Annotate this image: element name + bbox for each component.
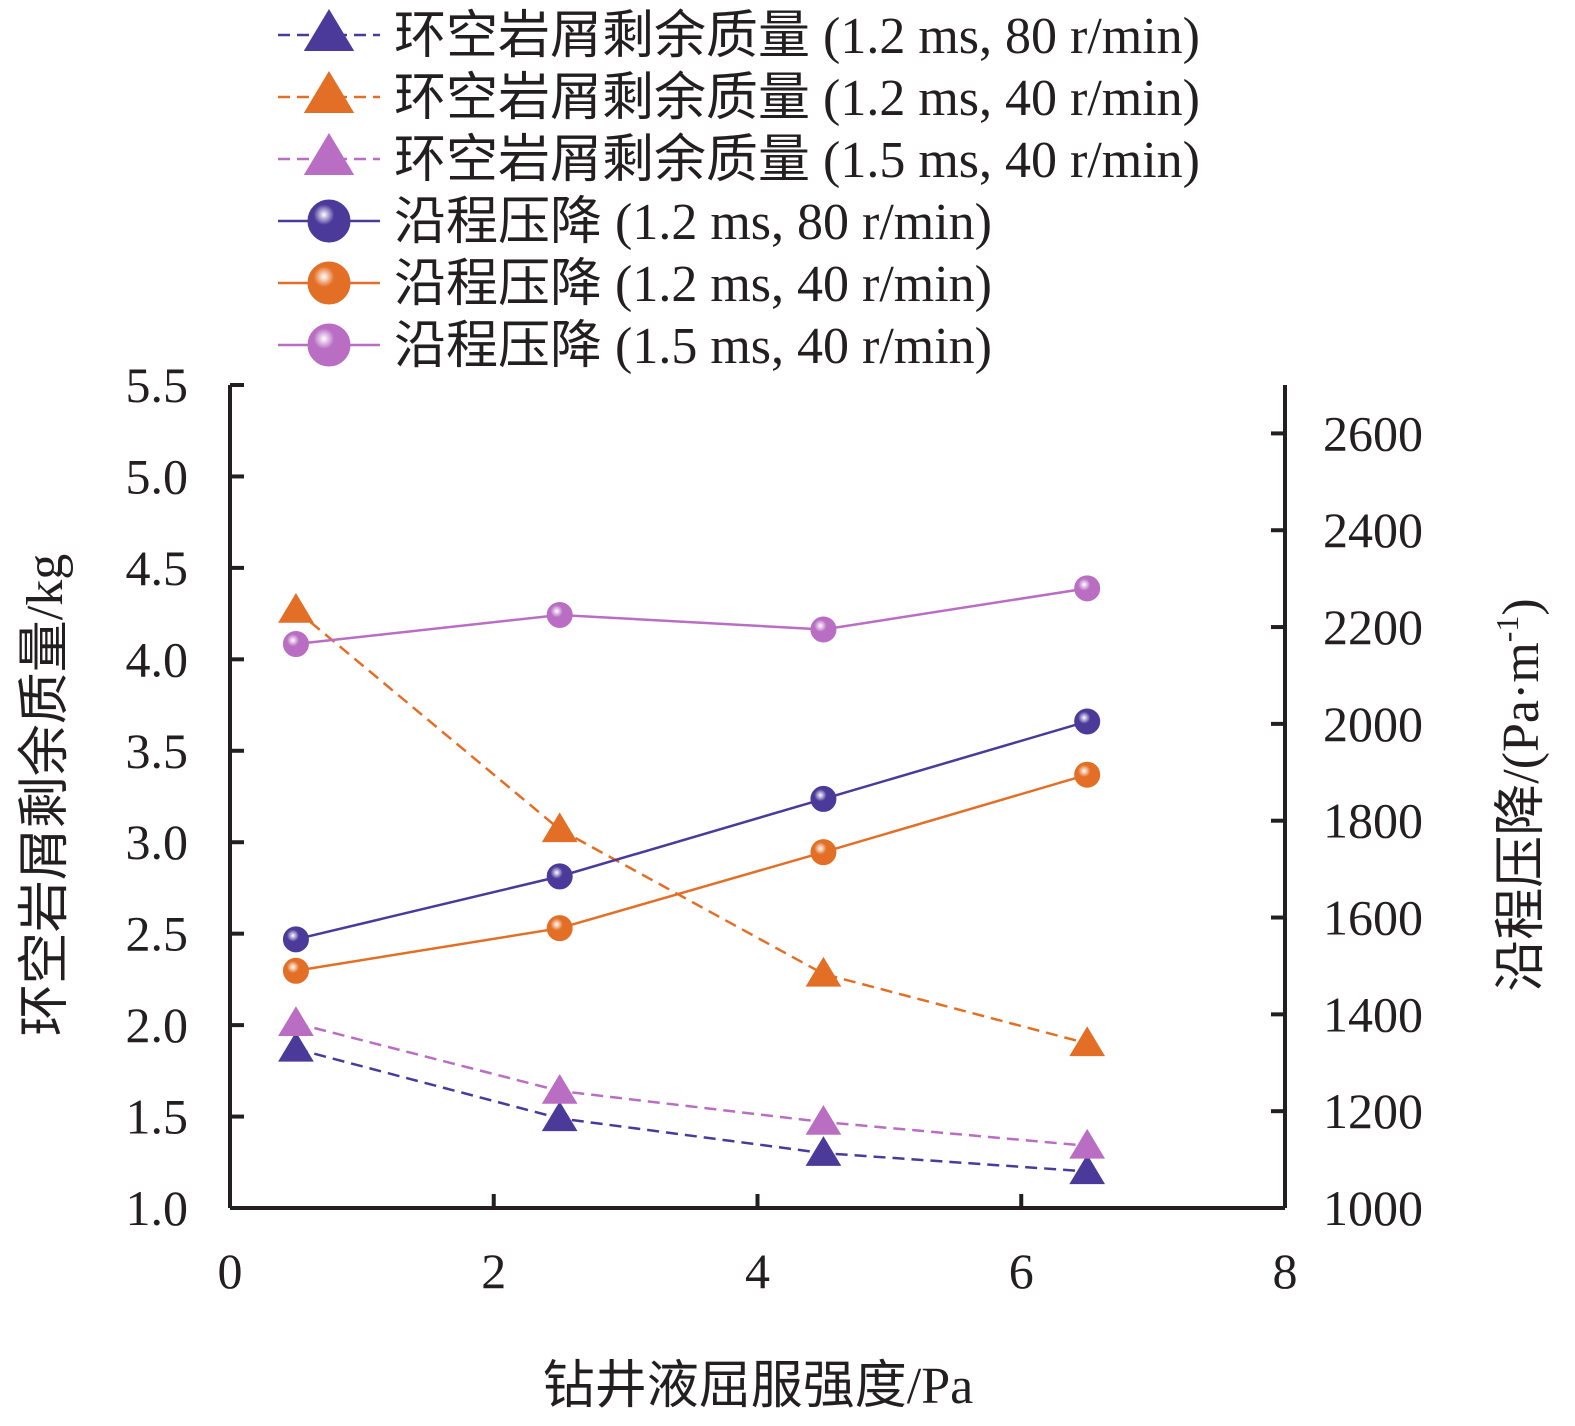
data-point-circle	[282, 957, 309, 984]
legend-label: 环空岩屑剩余质量 (1.2 ms, 80 r/min)	[394, 8, 1200, 65]
data-point-triangle	[1069, 1026, 1106, 1057]
data-point-triangle	[278, 1031, 314, 1062]
data-point-triangle	[541, 1101, 578, 1132]
y-left-tick-label: 1.5	[126, 1089, 189, 1145]
series-2	[278, 592, 1106, 1057]
data-point-circle	[282, 926, 309, 953]
data-point-triangle	[541, 812, 578, 843]
legend-marker-triangle	[303, 133, 355, 175]
series-line	[295, 587, 1088, 646]
series-line	[295, 773, 1088, 973]
legend-marker-triangle	[303, 71, 355, 113]
y-right-tick-label: 1000	[1323, 1180, 1423, 1236]
legend-label: 环空岩屑剩余质量 (1.2 ms, 40 r/min)	[394, 70, 1200, 127]
y-right-tick-label: 2600	[1323, 405, 1423, 461]
legend-item-6: 沿程压降 (1.5 ms, 40 r/min)	[278, 318, 992, 375]
data-point-circle	[1074, 761, 1101, 788]
y-right-tick-label: 1800	[1323, 793, 1423, 849]
legend-item-1: 环空岩屑剩余质量 (1.2 ms, 80 r/min)	[278, 8, 1200, 65]
legend-label: 环空岩屑剩余质量 (1.5 ms, 40 r/min)	[394, 132, 1200, 189]
y-axis-right-title-main: 沿程压降/(Pa·m	[1493, 642, 1550, 992]
data-point-triangle	[1069, 1128, 1106, 1159]
legend-item-3: 环空岩屑剩余质量 (1.5 ms, 40 r/min)	[278, 132, 1200, 189]
legend: 环空岩屑剩余质量 (1.2 ms, 80 r/min)环空岩屑剩余质量 (1.2…	[278, 8, 1200, 375]
data-point-circle	[810, 839, 837, 866]
data-point-triangle	[541, 1073, 578, 1104]
series-3	[278, 1006, 1106, 1159]
data-point-triangle	[278, 1006, 314, 1037]
legend-item-2: 环空岩屑剩余质量 (1.2 ms, 40 r/min)	[278, 70, 1200, 127]
legend-marker-circle	[307, 323, 351, 367]
legend-item-4: 沿程压降 (1.2 ms, 80 r/min)	[278, 194, 992, 251]
series-line	[295, 608, 1088, 1045]
y-right-tick-label: 1400	[1323, 986, 1423, 1042]
y-axis-left-title: 环空岩屑剩余质量/kg	[17, 554, 74, 1036]
series-5	[282, 761, 1101, 984]
y-axis-right-title-sup: -1	[1489, 616, 1525, 643]
y-left-tick-label: 5.0	[126, 448, 189, 504]
plot-area	[278, 575, 1106, 1185]
data-point-circle	[810, 785, 837, 812]
series-4	[282, 708, 1101, 953]
y-axis-right-title: 沿程压降/(Pa·m-1)	[1489, 598, 1550, 992]
legend-label: 沿程压降 (1.5 ms, 40 r/min)	[394, 318, 992, 375]
data-point-triangle	[805, 1105, 842, 1135]
data-point-circle	[546, 601, 573, 628]
x-tick-label: 4	[745, 1243, 770, 1299]
legend-marker-circle	[307, 199, 351, 243]
data-point-triangle	[1069, 1154, 1106, 1185]
legend-label: 沿程压降 (1.2 ms, 40 r/min)	[394, 256, 992, 313]
x-tick-label: 8	[1273, 1243, 1298, 1299]
y-right-tick-label: 1600	[1323, 890, 1423, 946]
data-point-triangle	[805, 1136, 842, 1166]
y-left-tick-label: 2.0	[126, 997, 189, 1053]
data-point-circle	[1074, 708, 1101, 735]
data-point-circle	[546, 863, 573, 890]
y-left-tick-label: 5.5	[126, 357, 189, 413]
x-axis-title: 钻井液屈服强度/Pa	[543, 1358, 973, 1415]
data-point-circle	[1074, 575, 1101, 602]
y-right-tick-label: 2200	[1323, 599, 1423, 655]
y-left-tick-label: 4.5	[126, 540, 189, 596]
x-tick-label: 0	[218, 1243, 243, 1299]
data-point-circle	[546, 915, 573, 942]
legend-item-5: 沿程压降 (1.2 ms, 40 r/min)	[278, 256, 992, 313]
series-line	[295, 1047, 1088, 1173]
y-right-tick-label: 1200	[1323, 1083, 1423, 1139]
y-left-tick-label: 4.0	[126, 631, 189, 687]
data-point-circle	[810, 616, 837, 643]
axes: 0 2 4 6 8 1.0 1.5 2.0 2.5 3.0 3.5 4.0 4.5 5.0 5.5 1000 1…	[126, 357, 1424, 1299]
y-left-tick-label: 3.0	[126, 814, 189, 870]
y-right-tick-label: 2000	[1323, 696, 1423, 752]
series-line	[295, 1022, 1088, 1148]
y-axis-right-title-close: )	[1493, 598, 1550, 615]
series-line	[295, 720, 1088, 941]
data-point-circle	[282, 631, 309, 658]
y-left-tick-label: 1.0	[126, 1180, 189, 1236]
legend-marker-triangle	[303, 9, 355, 51]
x-tick-label: 2	[481, 1243, 506, 1299]
legend-label: 沿程压降 (1.2 ms, 80 r/min)	[394, 194, 992, 251]
y-left-tick-label: 2.5	[126, 906, 189, 962]
x-tick-label: 6	[1009, 1243, 1034, 1299]
y-left-tick-label: 3.5	[126, 723, 189, 779]
data-point-triangle	[805, 956, 842, 987]
y-right-tick-label: 2400	[1323, 502, 1423, 558]
legend-marker-circle	[307, 261, 351, 305]
series-1	[278, 1031, 1106, 1185]
data-point-triangle	[278, 592, 314, 623]
series-6	[282, 575, 1101, 658]
